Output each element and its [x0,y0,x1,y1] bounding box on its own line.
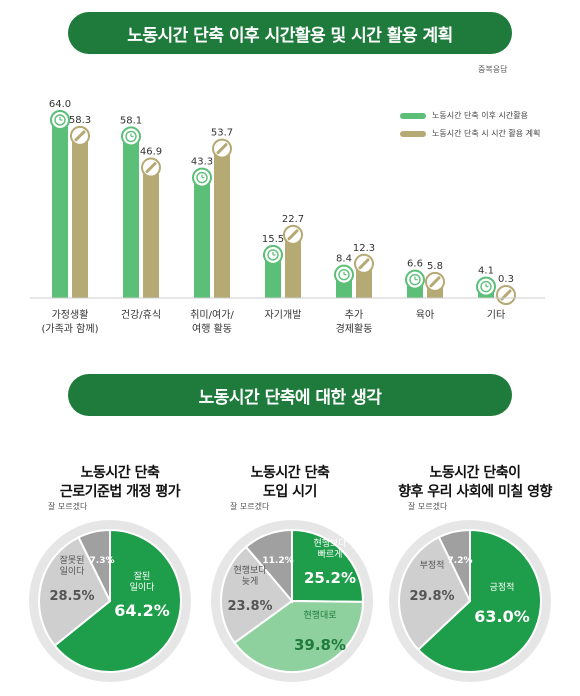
bar-value-label: 5.8 [427,261,443,272]
bar-value-label: 8.4 [336,254,352,265]
pie-value-label: 23.8% [227,599,272,614]
bar-value-label: 43.3 [191,157,213,168]
pencil-icon [141,157,161,178]
category-label: (가족과 함께) [42,323,99,335]
clock-icon [405,269,425,290]
bar-plan [143,167,159,298]
pie-slice [220,545,294,645]
legend-label-plan: 노동시간 단축 시 시간 활용 계획 [432,129,541,138]
pie-category-label: 부정적 [420,559,445,571]
bar-value-label: 58.1 [120,115,142,126]
pencil-icon [354,253,374,274]
legend-item-after: 노동시간 단축 이후 시간활용 [400,110,540,121]
pencil-icon [70,125,90,146]
bar-after [123,136,139,298]
bar-after [52,120,68,298]
pie-value-label: 7.3% [90,556,115,566]
bar-plan [214,148,230,298]
category-label: 육아 [416,309,434,321]
category-label: 여행 활동 [192,322,232,335]
bar-after [194,177,210,298]
bar-chart-title: 노동시간 단축 이후 시간활용 및 시간 활용 계획 [68,12,512,54]
category-label: 취미/여가/ [190,309,234,321]
category-label: 경제활동 [336,322,373,335]
pencil-icon [283,224,303,245]
pie-category-label: 긍정적 [490,581,515,593]
bar-after [265,254,281,298]
bar-plan [72,135,88,298]
category-label: 가정생활 [52,308,89,321]
bar-value-label: 12.3 [353,243,375,254]
pie-slice [398,535,472,652]
pie-category-label: 잘된 [134,570,151,582]
bar-legend: 노동시간 단축 이후 시간활용 노동시간 단축 시 시간 활용 계획 [400,110,540,146]
pie-slice [416,528,542,673]
pie1-title: 노동시간 단축 근로기준법 개정 평가 [59,465,181,500]
pie-category-label: 현행대로 [303,609,336,621]
pie-value-label: 28.5% [49,589,94,604]
category-label: 기타 [487,309,505,321]
pie-outer-ring [211,520,373,682]
clock-icon [263,244,283,265]
bar-plan [285,234,301,298]
pie-value-label: 7.2% [448,556,473,566]
bar-value-label: 58.3 [69,115,91,126]
clock-icon [50,110,70,130]
pie-outer-ring [389,520,551,682]
pie-value-label: 39.8% [294,636,346,654]
legend-item-plan: 노동시간 단축 시 시간 활용 계획 [400,128,540,139]
bar-chart: 64.0 58.3 가정생활 (가족과 함께) 58.1 46.9 건강/휴식 43.3 53.… [30,99,545,335]
pie-value-label: 63.0% [474,607,530,626]
pie-slice [38,535,112,647]
pie-slice [77,528,111,602]
pie-category-label: 일이다 [130,582,156,593]
pie-label-dont-know: 잘 모르겠다 [48,501,88,511]
pie-slice [244,528,293,604]
pie-slice [233,599,365,673]
section2-title: 노동시간 단축에 대한 생각 [68,374,512,416]
pie-category-label: 잘못된 [60,554,85,566]
bar-value-label: 6.6 [407,259,423,270]
legend-swatch-after [400,112,426,119]
category-label: 건강/휴식 [121,309,161,321]
pencil-icon [496,285,516,305]
category-label: 추가 [345,309,363,321]
bar-value-label: 0.3 [498,274,514,285]
pie-slice [53,528,182,673]
bar-value-label: 53.7 [211,128,233,139]
pie-value-label: 11.2% [262,556,293,566]
bar-value-label: 22.7 [282,214,304,225]
pie-category-label: 빠르게 [318,549,343,560]
multiple-response-note: 중복응답 [478,65,508,74]
pencil-icon [425,271,445,292]
pencil-icon [212,138,232,159]
bar-value-label: 4.1 [478,266,494,277]
pie-label-dont-know: 잘 모르겠다 [230,501,270,511]
pie-category-label: 늦게 [242,576,259,587]
bar-value-label: 46.9 [140,147,162,158]
pie-slice [291,528,364,603]
clock-icon [476,276,496,297]
bar-value-label: 15.5 [262,234,284,245]
clock-icon [121,126,141,147]
legend-swatch-plan [400,130,426,137]
pie-value-label: 29.8% [409,589,454,604]
pie-category-label: 현행보다 [233,564,267,576]
bar-value-label: 64.0 [49,99,71,110]
pie-value-label: 25.2% [304,569,356,587]
category-label: 자기개발 [265,309,302,321]
pie-slice [437,528,471,602]
legend-label-after: 노동시간 단축 이후 시간활용 [432,111,528,120]
pie2-title: 노동시간 단축 도입 시기 [250,465,330,500]
pie-category-label: 일이다 [60,566,86,577]
pie-value-label: 64.2% [114,601,170,620]
pie3-title: 노동시간 단축이 향후 우리 사회에 미칠 영향 [398,465,552,500]
clock-icon [334,264,354,285]
pie-label-dont-know: 잘 모르겠다 [408,501,448,511]
pie-category-label: 현행보다 [313,537,347,549]
clock-icon [192,167,212,188]
pie-outer-ring [29,520,191,682]
